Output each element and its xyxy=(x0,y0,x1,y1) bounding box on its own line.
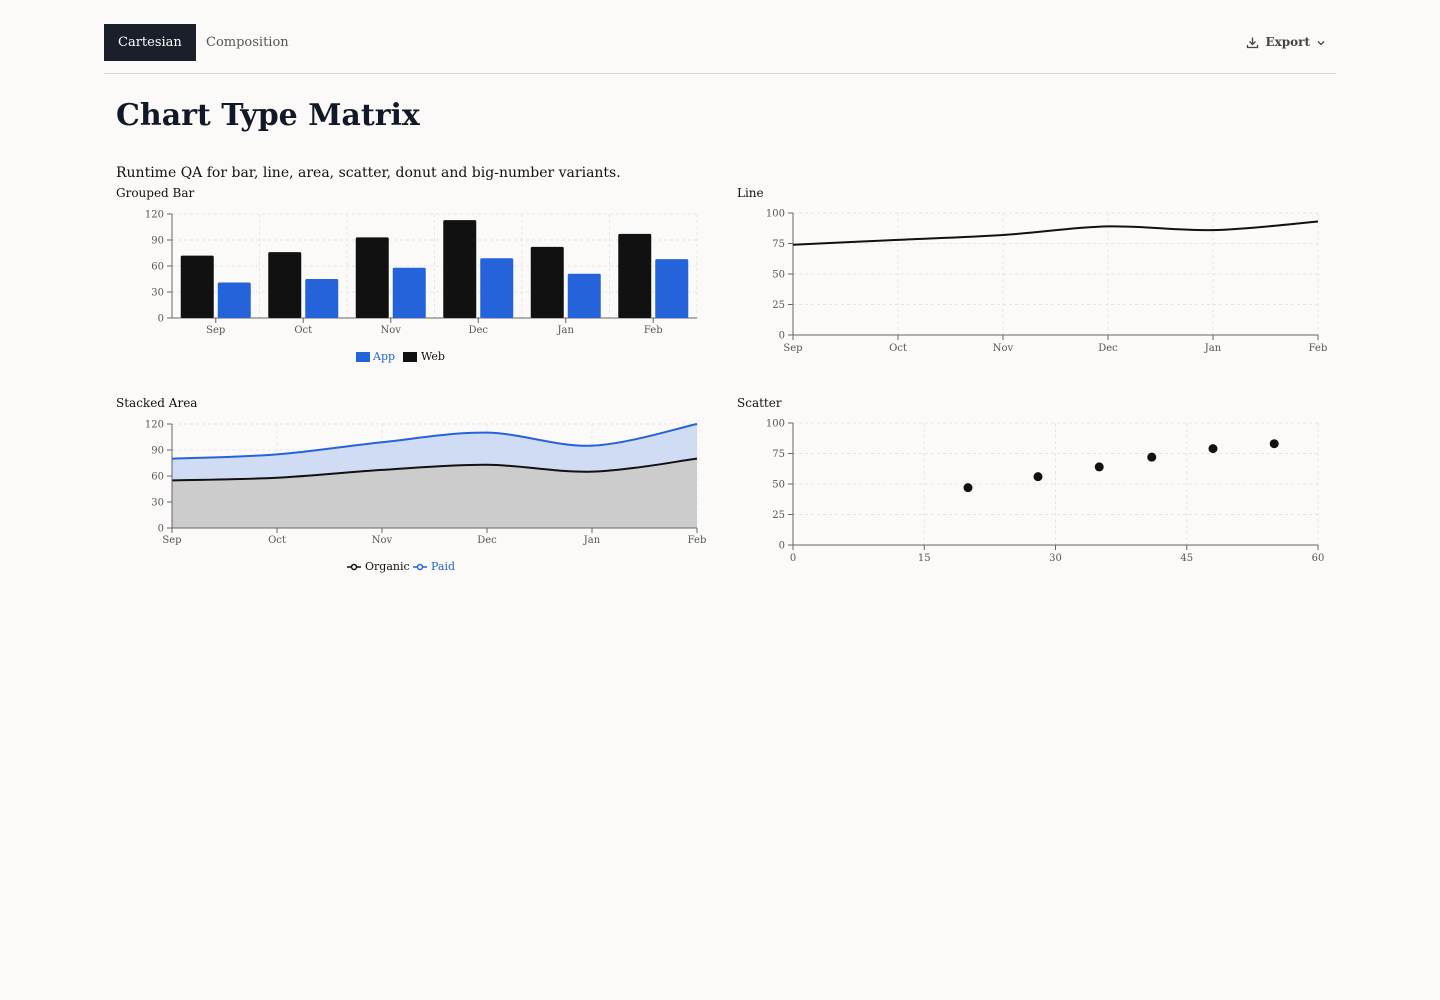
chevron-down-icon xyxy=(1317,40,1325,45)
line-xtick-label: Oct xyxy=(889,343,907,354)
scatter-xtick-label: 45 xyxy=(1180,553,1193,564)
chart-title-scatter: Scatter xyxy=(737,396,782,410)
legend-swatch-web xyxy=(403,352,417,362)
area-xtick-label: Sep xyxy=(162,535,181,546)
scatter-point xyxy=(1033,472,1043,482)
bar-xtick-label: Sep xyxy=(206,325,225,336)
bar-ytick-label: 120 xyxy=(145,210,164,221)
line-series xyxy=(792,220,1319,246)
scatter-ytick-label: 75 xyxy=(772,449,785,460)
legend-swatch-app xyxy=(356,352,370,362)
chart-title-stacked-area: Stacked Area xyxy=(116,396,198,410)
area-xtick-label: Dec xyxy=(477,535,497,546)
area-ytick-label: 60 xyxy=(151,472,164,483)
bar-app xyxy=(217,282,251,318)
scatter-ytick-label: 50 xyxy=(772,480,785,491)
export-label: Export xyxy=(1265,35,1310,49)
line-ytick-label: 0 xyxy=(779,331,785,342)
legend-marker-organic xyxy=(350,563,358,571)
legend-marker-paid xyxy=(416,563,424,571)
export-button[interactable]: Export xyxy=(1246,24,1326,61)
line-ytick-label: 100 xyxy=(766,209,785,220)
area-xtick-label: Jan xyxy=(583,535,601,546)
chart-title-line: Line xyxy=(737,186,764,200)
legend-label-organic: Organic xyxy=(365,560,410,573)
legend-label-app: App xyxy=(372,350,395,363)
scatter-point xyxy=(1208,444,1218,454)
scatter-xtick-label: 15 xyxy=(918,553,931,564)
area-organic-line xyxy=(171,457,698,482)
bar-xtick-label: Feb xyxy=(644,325,663,336)
line-xtick-label: Dec xyxy=(1098,343,1118,354)
area-paid-line xyxy=(171,423,698,460)
legend-label-web: Web xyxy=(421,350,445,363)
tab-cartesian[interactable]: Cartesian xyxy=(104,24,196,61)
area-paid-fill xyxy=(172,424,697,481)
bar-web xyxy=(268,252,302,318)
area-xtick-label: Nov xyxy=(372,535,393,546)
bar-web xyxy=(618,233,652,318)
bar-app xyxy=(480,258,514,318)
bar-web xyxy=(180,255,214,318)
bar-app xyxy=(392,267,426,318)
top-bar: Cartesian Composition Export xyxy=(104,24,1336,74)
bar-web xyxy=(530,246,564,318)
bar-ytick-label: 90 xyxy=(151,236,164,247)
scatter-ytick-label: 0 xyxy=(779,541,785,552)
scatter-point xyxy=(1094,462,1104,472)
scatter-ytick-label: 25 xyxy=(772,510,785,521)
page-subtitle: Runtime QA for bar, line, area, scatter,… xyxy=(116,165,621,181)
area-ytick-label: 90 xyxy=(151,446,164,457)
scatter-point xyxy=(1147,452,1157,462)
bar-ytick-label: 60 xyxy=(151,262,164,273)
line-ytick-label: 75 xyxy=(772,239,785,250)
line-ytick-label: 50 xyxy=(772,270,785,281)
bar-app xyxy=(655,259,689,318)
bar-xtick-label: Oct xyxy=(294,325,312,336)
bar-xtick-label: Dec xyxy=(468,325,488,336)
bar-app xyxy=(567,273,601,318)
line-xtick-label: Sep xyxy=(783,343,802,354)
line-ytick-label: 25 xyxy=(772,300,785,311)
area-ytick-label: 120 xyxy=(145,420,164,431)
area-xtick-label: Oct xyxy=(268,535,286,546)
area-ytick-label: 30 xyxy=(151,498,164,509)
bar-web xyxy=(355,237,389,318)
line-xtick-label: Feb xyxy=(1309,343,1328,354)
chart-title-grouped-bar: Grouped Bar xyxy=(116,186,195,200)
bar-ytick-label: 30 xyxy=(151,288,164,299)
bar-app xyxy=(305,279,339,318)
line-xtick-label: Jan xyxy=(1204,343,1222,354)
area-organic-fill xyxy=(172,458,697,528)
bar-xtick-label: Nov xyxy=(381,325,402,336)
scatter-point xyxy=(963,483,973,493)
area-ytick-label: 0 xyxy=(158,524,164,535)
scatter-xtick-label: 60 xyxy=(1312,553,1325,564)
page-title: Chart Type Matrix xyxy=(116,98,420,133)
scatter-xtick-label: 0 xyxy=(790,553,796,564)
scatter-ytick-label: 100 xyxy=(766,419,785,430)
download-icon xyxy=(1247,37,1259,49)
scatter-point xyxy=(1269,439,1279,449)
scatter-xtick-label: 30 xyxy=(1049,553,1062,564)
tab-composition[interactable]: Composition xyxy=(206,35,289,50)
line-xtick-label: Nov xyxy=(993,343,1014,354)
bar-web xyxy=(443,220,477,318)
bar-ytick-label: 0 xyxy=(158,314,164,325)
legend-label-paid: Paid xyxy=(431,560,455,573)
bar-xtick-label: Jan xyxy=(557,325,575,336)
area-xtick-label: Feb xyxy=(688,535,707,546)
